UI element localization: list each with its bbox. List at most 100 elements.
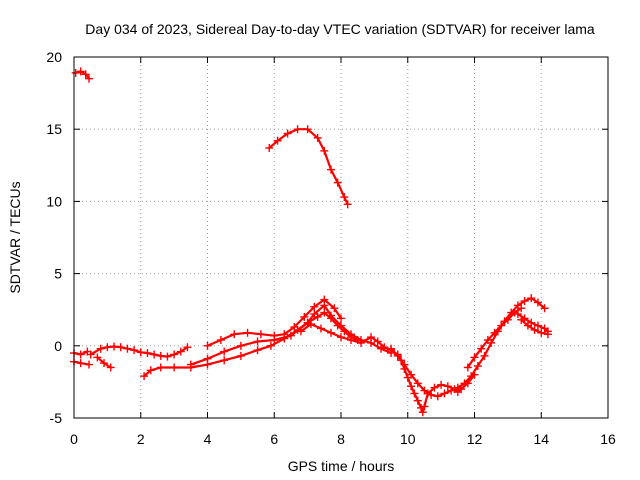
series-pass-a: [71, 67, 94, 83]
series-pass-h: [186, 301, 396, 369]
data-point: [186, 360, 195, 369]
x-tick-label: 14: [533, 431, 549, 447]
data-point: [110, 342, 119, 351]
data-point: [220, 356, 229, 365]
data-point: [347, 336, 356, 345]
data-point: [537, 328, 546, 337]
series-trace: [390, 297, 546, 398]
y-tick-label: 0: [54, 338, 62, 354]
data-point: [380, 343, 389, 352]
data-point: [517, 304, 526, 313]
data-point: [470, 353, 479, 362]
y-axis-label: SDTVAR / TECUs: [7, 181, 23, 293]
data-point: [283, 129, 292, 138]
series-layer: [70, 67, 552, 417]
series-pass-b: [265, 125, 352, 209]
data-point: [437, 380, 446, 389]
data-point: [76, 359, 85, 368]
data-point: [477, 344, 486, 353]
data-point: [427, 390, 436, 399]
data-point: [407, 370, 416, 379]
x-tick-label: 8: [337, 431, 345, 447]
data-point: [326, 165, 335, 174]
data-point: [236, 341, 245, 350]
data-point: [253, 346, 262, 355]
data-point: [220, 347, 229, 356]
data-point: [266, 341, 275, 350]
data-point: [273, 136, 282, 145]
series-trace: [74, 70, 91, 80]
series-pass-f: [86, 342, 192, 361]
data-point: [296, 327, 305, 336]
x-tick-label: 2: [137, 431, 145, 447]
series-pass-d: [70, 357, 94, 369]
data-point: [313, 133, 322, 142]
data-point: [306, 320, 315, 329]
x-tick-label: 6: [270, 431, 278, 447]
data-point: [170, 363, 179, 372]
data-point: [337, 321, 345, 330]
data-point: [513, 310, 522, 319]
x-tick-label: 12: [467, 431, 483, 447]
data-point: [156, 363, 165, 372]
data-point: [156, 351, 165, 360]
data-point: [447, 386, 456, 395]
data-point: [81, 70, 90, 79]
data-point: [286, 331, 295, 340]
data-point: [410, 389, 419, 398]
data-point: [123, 344, 132, 353]
data-point: [540, 304, 549, 313]
data-point: [216, 336, 225, 345]
data-point: [76, 67, 85, 76]
data-point: [71, 68, 80, 77]
data-point: [316, 324, 325, 333]
data-point: [543, 330, 552, 339]
data-point: [293, 125, 302, 134]
series-pass-l: [463, 304, 526, 372]
data-point: [503, 315, 512, 324]
data-point: [236, 351, 245, 360]
data-point: [310, 302, 319, 311]
data-point: [230, 330, 239, 339]
data-point: [443, 382, 452, 391]
x-tick-label: 10: [400, 431, 416, 447]
data-point: [330, 304, 339, 313]
data-point: [85, 360, 94, 369]
data-point: [96, 344, 105, 353]
y-tick-label: 20: [46, 49, 62, 65]
data-point: [203, 341, 212, 350]
x-tick-label: 0: [70, 431, 78, 447]
series-pass-j: [296, 320, 479, 417]
data-point: [343, 200, 352, 209]
data-point: [270, 331, 279, 340]
data-point: [170, 350, 179, 359]
data-point: [520, 297, 529, 306]
data-point: [106, 363, 115, 372]
data-point: [440, 389, 449, 398]
data-point: [467, 372, 476, 381]
data-point: [163, 352, 172, 361]
data-point: [490, 328, 499, 337]
series-pass-e: [93, 353, 115, 372]
series-pass-c: [70, 347, 92, 359]
data-point: [326, 311, 335, 320]
data-point: [460, 379, 469, 388]
data-point: [243, 328, 252, 337]
data-point: [400, 360, 409, 369]
data-point: [527, 294, 536, 303]
data-point: [407, 382, 416, 391]
data-point: [76, 350, 85, 359]
y-tick-label: 5: [54, 266, 62, 282]
data-point: [533, 298, 542, 307]
data-point: [143, 349, 152, 358]
data-point: [176, 347, 185, 356]
data-point: [463, 363, 472, 372]
data-point: [523, 321, 532, 330]
data-point: [413, 379, 422, 388]
data-point: [413, 396, 422, 405]
x-tick-label: 16: [600, 431, 616, 447]
data-point: [480, 351, 489, 360]
y-tick-label: 10: [46, 193, 62, 209]
data-point: [256, 330, 265, 339]
data-point: [183, 343, 192, 352]
